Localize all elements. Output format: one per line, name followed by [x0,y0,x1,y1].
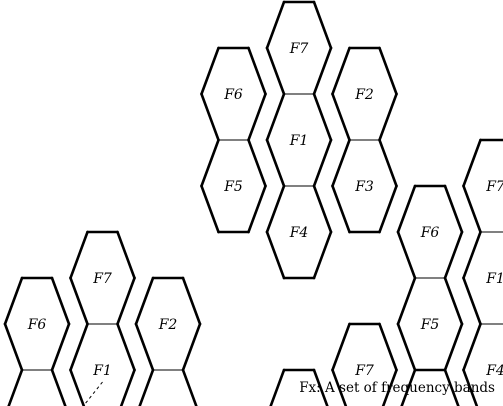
cluster-boundary-edge [396,322,417,372]
cluster-boundary-edge [443,230,464,280]
cluster-boundary-edge [462,230,482,280]
cluster-boundary-edge [3,322,24,372]
cluster-boundary-edge [69,368,86,406]
cluster-boundary-edge [312,46,333,96]
cluster-boundary-edge [378,92,398,142]
cluster-boundary-edge [265,92,286,142]
cluster-boundary-edge [181,322,202,372]
cluster-boundary-edge [265,46,286,96]
cluster-boundary-edge [400,368,417,406]
cluster-boundary-edge [200,92,220,142]
cell-label-f1: F1 [289,133,309,149]
cluster-boundary-edge [312,138,333,188]
cell-label-f5: F5 [223,179,243,195]
cluster-boundary-edge [396,230,417,280]
cluster-boundary-edge [134,322,155,372]
cluster-boundary-edge [331,46,351,96]
cluster-boundary-edge [331,368,348,406]
cluster-boundary-edge [181,276,202,326]
cluster-boundary-edge [378,46,398,96]
cell-label-f1: F1 [92,363,112,379]
cluster-boundary-edge [50,368,67,406]
cell-edges [21,93,503,371]
cluster-boundary-edge [462,276,482,326]
cluster-boundary-edge [396,184,417,234]
cell-label-f2: F2 [354,87,374,103]
cluster-boundary-edge [247,46,267,96]
cluster-boundary-edge [331,138,351,188]
cluster-boundary-edge [7,368,24,406]
cluster-boundary-edge [462,184,482,234]
cell-label-f3: F3 [354,179,374,195]
cell-label-f4: F4 [289,225,309,241]
cluster-boundary-edge [462,138,482,188]
cell-label-f7: F7 [485,179,503,195]
cluster-boundary-edge [443,368,460,406]
cluster-boundary-edge [443,322,464,372]
cluster-boundary-edge [247,184,267,234]
cell-label-f7: F7 [354,363,374,379]
cluster-boundary-edge [396,276,417,326]
cell-label-f4: F4 [485,363,503,379]
cluster-boundary-edge [200,46,220,96]
cluster-boundary-edge [378,322,398,372]
cluster-boundary-edge [181,368,198,406]
cluster-boundary-edge [247,92,267,142]
cluster-boundary-edge [265,230,286,280]
cluster-boundary-edge [378,184,398,234]
cluster-boundary-edge [200,184,220,234]
cell-label-f2: F2 [158,317,178,333]
cluster-boundary-edge [247,138,267,188]
cell-label-f6: F6 [420,225,440,241]
cell-label-f7: F7 [289,41,309,57]
cluster-boundary-edge [443,184,464,234]
cluster-boundary-edge [265,138,286,188]
cluster-boundary-edge [331,184,351,234]
cluster-boundary-edge [200,138,220,188]
reuse-guide-left [82,381,103,406]
cell-labels: F7F2F6F1F3F5F4F7F2F6F1F3F5F4F7F2F6F1F3F5… [27,41,503,379]
cluster-boundary-edge [265,0,286,50]
cluster-boundary-edge [269,368,286,406]
cluster-boundary-edge [312,184,333,234]
cluster-boundary-edge [69,230,89,280]
cluster-boundary-edge [138,368,155,406]
cluster-boundary-edge [69,276,89,326]
cell-label-f1: F1 [485,271,503,287]
cluster-boundary-edge [462,368,479,406]
cell-label-f5: F5 [420,317,440,333]
cluster-boundary-edge [331,322,351,372]
cluster-boundary-edge [116,276,136,326]
cluster-boundary-edge [3,276,24,326]
cluster-boundary-edge [462,322,482,372]
cluster-boundary-edge [69,322,89,372]
cluster-boundary-edge [312,92,333,142]
cluster-boundary-edge [50,276,71,326]
cluster-boundary-edge [331,92,351,142]
cluster-boundary-edge [312,0,333,50]
cluster-boundary-edge [312,230,333,280]
cluster-boundary-edge [312,368,329,406]
cell-label-f7: F7 [92,271,112,287]
legend-caption: Fx: A set of frequency bands [299,380,495,396]
cluster-boundary-edge [116,230,136,280]
cluster-boundary-edge [134,276,155,326]
cluster-boundary-edge [116,322,136,372]
cell-label-f6: F6 [223,87,243,103]
cluster-boundary-edge [265,184,286,234]
cluster-boundary-edge [119,368,136,406]
cluster-boundaries [3,0,503,406]
cell-label-f6: F6 [27,317,47,333]
cluster-boundary-edge [381,368,398,406]
cluster-boundary-edge [443,276,464,326]
cluster-boundary-edge [378,138,398,188]
cluster-boundary-edge [50,322,71,372]
